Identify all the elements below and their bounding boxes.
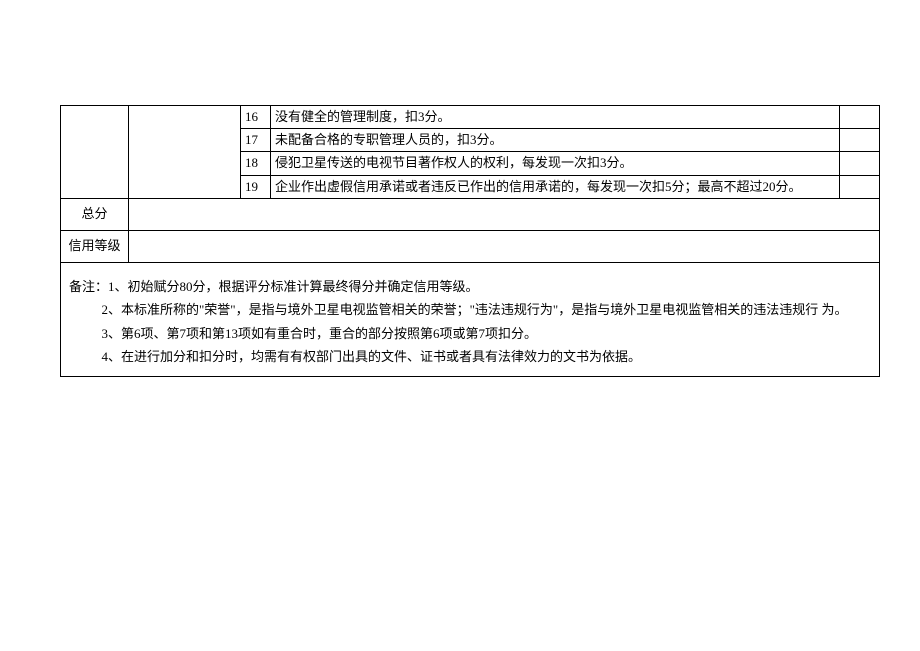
note-line-2: 2、本标准所称的"荣誉"，是指与境外卫星电视监管相关的荣誉；"违法违规行为"，是… — [69, 298, 871, 321]
empty-cell — [840, 106, 880, 129]
notes-cell: 备注：1、初始赋分80分，根据评分标准计算最终得分并确定信用等级。 2、本标准所… — [61, 262, 880, 377]
table-row: 16 没有健全的管理制度，扣3分。 — [61, 106, 880, 129]
total-row: 总分 — [61, 198, 880, 230]
note-line-3: 3、第6项、第7项和第13项如有重合时，重合的部分按照第6项或第7项扣分。 — [69, 322, 871, 345]
scoring-table: 16 没有健全的管理制度，扣3分。 17 未配备合格的专职管理人员的，扣3分。 … — [60, 105, 880, 377]
row-text: 企业作出虚假信用承诺或者违反已作出的信用承诺的，每发现一次扣5分；最高不超过20… — [271, 175, 840, 198]
row-number: 17 — [241, 129, 271, 152]
row-number: 16 — [241, 106, 271, 129]
total-label: 总分 — [61, 198, 129, 230]
row-text: 未配备合格的专职管理人员的，扣3分。 — [271, 129, 840, 152]
credit-row: 信用等级 — [61, 230, 880, 262]
empty-cell — [840, 175, 880, 198]
empty-cell — [840, 129, 880, 152]
total-value — [129, 198, 880, 230]
row-number: 19 — [241, 175, 271, 198]
row-number: 18 — [241, 152, 271, 175]
empty-cell — [840, 152, 880, 175]
credit-label: 信用等级 — [61, 230, 129, 262]
empty-cell — [61, 106, 129, 199]
note-line-4: 4、在进行加分和扣分时，均需有有权部门出具的文件、证书或者具有法律效力的文书为依… — [69, 345, 871, 368]
credit-value — [129, 230, 880, 262]
row-text: 没有健全的管理制度，扣3分。 — [271, 106, 840, 129]
empty-cell — [129, 106, 241, 199]
row-text: 侵犯卫星传送的电视节目著作权人的权利，每发现一次扣3分。 — [271, 152, 840, 175]
notes-row: 备注：1、初始赋分80分，根据评分标准计算最终得分并确定信用等级。 2、本标准所… — [61, 262, 880, 377]
note-line-1: 备注：1、初始赋分80分，根据评分标准计算最终得分并确定信用等级。 — [69, 275, 871, 298]
